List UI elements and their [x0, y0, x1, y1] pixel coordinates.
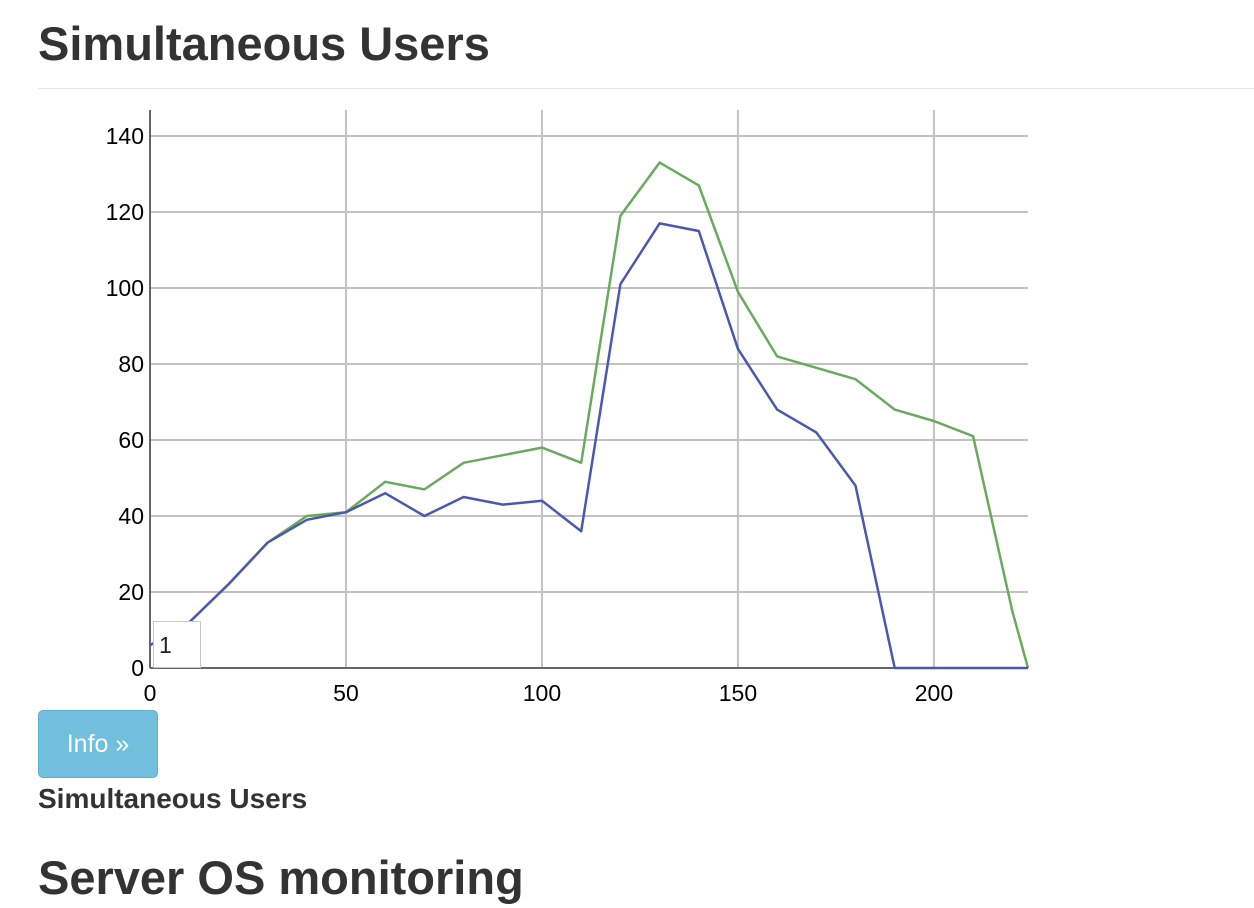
title-divider	[38, 88, 1254, 89]
range-slider-input[interactable]: 1	[153, 621, 201, 668]
simultaneous-users-chart: 0 20 40 60 80 100 120 140 0 50 100 150 200	[106, 110, 1030, 706]
chart-caption: Simultaneous Users	[38, 783, 308, 814]
y-tick-label-40: 40	[118, 503, 144, 529]
series-line-2	[149, 222, 1028, 670]
y-tick-label-140: 140	[106, 123, 144, 149]
chart-tick-labels: 0 20 40 60 80 100 120 140 0 50 100 150 200	[106, 123, 953, 706]
chart-axes	[149, 110, 1028, 669]
y-tick-label-120: 120	[106, 199, 144, 225]
section-heading-server-os-monitoring: Server OS monitoring	[38, 851, 524, 904]
x-tick-label-150: 150	[719, 680, 757, 706]
y-tick-label-20: 20	[118, 579, 144, 605]
x-tick-label-50: 50	[333, 680, 359, 706]
chart-series	[149, 161, 1030, 670]
y-tick-label-0: 0	[131, 655, 144, 681]
chart-grid	[150, 110, 1028, 668]
y-tick-label-80: 80	[118, 351, 144, 377]
y-tick-label-60: 60	[118, 427, 144, 453]
x-tick-label-0: 0	[144, 680, 157, 706]
x-tick-label-100: 100	[523, 680, 561, 706]
series-line-1	[149, 161, 1030, 669]
info-button[interactable]: Info »	[38, 710, 158, 778]
y-tick-label-100: 100	[106, 275, 144, 301]
page-title: Simultaneous Users	[38, 17, 490, 70]
x-tick-label-200: 200	[915, 680, 953, 706]
